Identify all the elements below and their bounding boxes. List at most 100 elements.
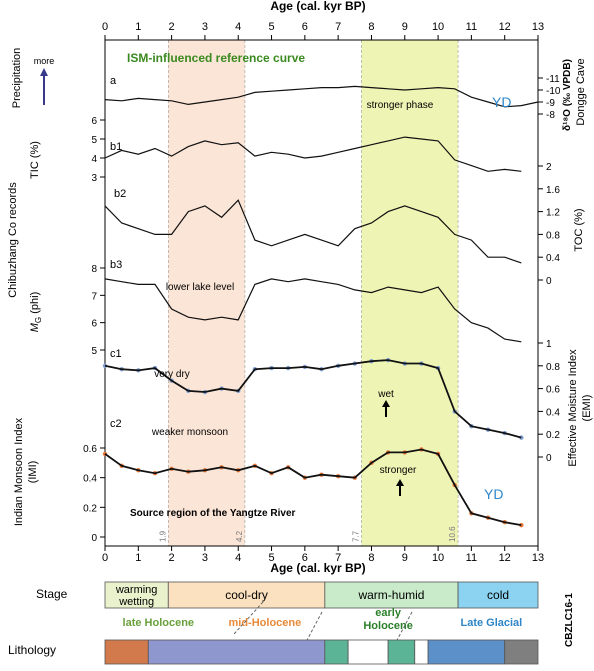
- smoothed-line-c2: [104, 448, 522, 526]
- y-tick-label-c1: 0.8: [546, 362, 560, 373]
- stage-segment-warm-humid: [324, 581, 459, 609]
- lithology-segment-white-sediment-2: [414, 639, 429, 665]
- chibuzhang-label: Chibuzhang Co records: [7, 182, 19, 298]
- y-tick-label-a: -8: [546, 110, 555, 121]
- x-tick-label-top: 4: [235, 21, 241, 33]
- lithology-segment-green-sediment: [324, 639, 349, 665]
- wet-arrow-head: [382, 400, 390, 407]
- more-label: more: [34, 56, 55, 66]
- x-tick-label-top: 7: [335, 21, 341, 33]
- imi-label-2: (IMI): [27, 461, 39, 484]
- x-tick-label-bottom: 6: [302, 552, 308, 564]
- y-tick-label-b3: 8: [91, 264, 97, 275]
- y-tick-label-b2: 2: [546, 162, 552, 173]
- y-tick-label-c1: 0.4: [546, 407, 560, 418]
- period-divider-3: [395, 611, 413, 643]
- y-tick-label-b3: 6: [91, 319, 97, 330]
- stage-segment-cold: [457, 581, 539, 609]
- x-tick-label-bottom: 0: [102, 552, 108, 564]
- interval-age-label: 4.2: [235, 530, 244, 542]
- stage-segment-cool-dry: [167, 581, 326, 609]
- y-tick-label-c1: 0: [546, 453, 552, 464]
- mg-label-sub: G: [34, 317, 43, 323]
- panel-label-c2: c2: [110, 418, 122, 430]
- x-tick-label-bottom: 8: [368, 552, 374, 564]
- x-tick-label-top: 10: [432, 21, 444, 33]
- stronger-arrow-head: [396, 479, 404, 486]
- y-tick-label-b3: 7: [91, 291, 97, 302]
- series-layer: [102, 85, 539, 528]
- x-tick-label-bottom: 2: [169, 552, 175, 564]
- interval-age-label: 7.7: [351, 530, 360, 542]
- y-tick-label-c1: 1: [546, 339, 552, 350]
- stage-text-warming-wetting: wetting: [118, 596, 154, 608]
- stage-label: Stage: [36, 587, 68, 601]
- series-line-b1: [104, 136, 522, 172]
- y-tick-label-a: -9: [546, 98, 555, 109]
- stage-segment-warming-wetting: [104, 581, 169, 609]
- core-label: CBZLC16-1: [564, 593, 575, 647]
- y-tick-label-c2: 0.2: [83, 503, 97, 514]
- emi-label-2: (EMI): [581, 395, 593, 422]
- shaded-intervals: 1.9 4.2 7.7 10.6: [158, 40, 459, 546]
- y-tick-label-b3: 5: [91, 346, 97, 357]
- x-tick-label-top: 6: [302, 21, 308, 33]
- x-tick-label-top: 2: [169, 21, 175, 33]
- yd-annotation-top: YD: [492, 94, 511, 110]
- weaker-monsoon-annotation: weaker monsoon: [151, 427, 228, 438]
- stage-text-cold: cold: [487, 588, 509, 602]
- lithology-bar: [104, 639, 539, 665]
- emi-label-1: Effective Moisture Index: [567, 349, 579, 467]
- lithology-segment-white-sediment: [347, 639, 389, 665]
- x-tick-label-top: 8: [368, 21, 374, 33]
- x-tick-label-bottom: 1: [135, 552, 141, 564]
- period-label-early-holocene-2: Holocene: [363, 620, 413, 632]
- y-tick-label-b1: 5: [91, 135, 97, 146]
- interval-age-label: 1.9: [158, 530, 167, 542]
- y-tick-label-b2: 1.6: [546, 185, 560, 196]
- panel-label-b1: b1: [110, 141, 122, 153]
- x-tick-label-top: 13: [532, 21, 544, 33]
- interval-age-label: 10.6: [448, 526, 457, 542]
- x-tick-label-bottom: 9: [402, 552, 408, 564]
- x-tick-label-bottom: 13: [532, 552, 544, 564]
- x-tick-label-bottom: 4: [235, 552, 241, 564]
- x-tick-label-top: 0: [102, 21, 108, 33]
- stage-text-warm-humid: warm-humid: [357, 588, 424, 602]
- lithology-segment-blue-sediment: [147, 639, 326, 665]
- period-label-late-glacial: Late Glacial: [460, 617, 522, 629]
- y-tick-label-b2: 0.4: [546, 253, 560, 264]
- y-tick-label-c2: 0.4: [83, 474, 97, 485]
- x-tick-label-bottom: 12: [499, 552, 511, 564]
- x-tick-label-top: 5: [268, 21, 274, 33]
- stronger-phase-annotation: stronger phase: [367, 100, 434, 111]
- period-label-mid-holocene: mid-Holocene: [229, 617, 302, 629]
- lithology-segment-gray-sediment: [504, 639, 539, 665]
- more-arrow-head: [40, 68, 48, 76]
- tic-label: TIC (%): [29, 141, 41, 179]
- wet-annotation: wet: [377, 389, 394, 400]
- toc-label: TOC (%): [573, 208, 585, 251]
- very-dry-annotation: very dry: [154, 369, 190, 380]
- y-tick-label-c2: 0.6: [83, 444, 97, 455]
- x-tick-label-top: 12: [499, 21, 511, 33]
- precipitation-label: Precipitation: [11, 48, 23, 109]
- y-tick-label-c2: 0: [91, 533, 97, 544]
- lithology-segment-green-sediment-2: [387, 639, 416, 665]
- series-line-a: [104, 85, 539, 108]
- y-tick-label-b2: 0.8: [546, 230, 560, 241]
- series-line-b3: [104, 278, 522, 343]
- stronger-annotation: stronger: [380, 465, 417, 476]
- smoothed-line-c1: [104, 359, 522, 439]
- x-tick-label-bottom: 10: [432, 552, 444, 564]
- stage-text-cool-dry: cool-dry: [225, 588, 268, 602]
- x-tick-label-top: 1: [135, 21, 141, 33]
- y-tick-label-c1: 0.6: [546, 385, 560, 396]
- panel-label-b3: b3: [110, 259, 122, 271]
- y-tick-label-b1: 4: [91, 154, 97, 165]
- y-tick-label-b2: 1.2: [546, 208, 560, 219]
- d18o-label: δ¹⁸O (‰ VPDB): [562, 59, 573, 131]
- mg-label-m: M: [29, 322, 41, 332]
